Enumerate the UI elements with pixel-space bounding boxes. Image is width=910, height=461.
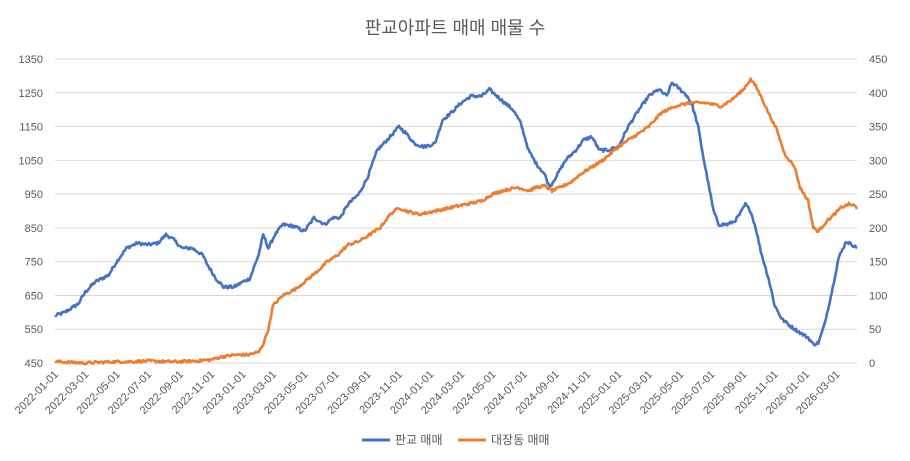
y-right-tick-label: 100 bbox=[869, 290, 887, 302]
y-right-tick-label: 250 bbox=[869, 189, 887, 201]
y-left-tick-label: 550 bbox=[25, 324, 43, 336]
y-left-tick-label: 750 bbox=[25, 257, 43, 269]
x-axis-ticks: 2022-01-012022-03-012022-05-012022-07-01… bbox=[13, 369, 843, 417]
y-right-tick-label: 50 bbox=[869, 324, 881, 336]
y-right-tick-label: 350 bbox=[869, 122, 887, 134]
y-left-tick-label: 850 bbox=[25, 223, 43, 235]
y-right-tick-label: 400 bbox=[869, 88, 887, 100]
y-left-tick-label: 1350 bbox=[19, 54, 43, 66]
y-left-tick-label: 1250 bbox=[19, 88, 43, 100]
legend-label-daejang: 대장동 매매 bbox=[491, 433, 550, 447]
y-left-tick-label: 1050 bbox=[19, 155, 43, 167]
y-right-tick-label: 0 bbox=[869, 358, 875, 370]
left-axis-ticks: 450 550 650 750 850 950 1050 1150 1250 1350 bbox=[19, 54, 43, 370]
y-left-tick-label: 950 bbox=[25, 189, 43, 201]
y-left-tick-label: 1150 bbox=[19, 122, 43, 134]
gridlines bbox=[55, 58, 857, 364]
series-line-pangyo bbox=[54, 81, 858, 347]
y-right-tick-label: 150 bbox=[869, 257, 887, 269]
y-right-tick-label: 300 bbox=[869, 155, 887, 167]
y-left-tick-label: 450 bbox=[25, 358, 43, 370]
series-line-daejang bbox=[54, 77, 859, 366]
chart-title: 판교아파트 매매 매물 수 bbox=[365, 18, 546, 38]
legend: 판교 매매 대장동 매매 bbox=[362, 433, 550, 447]
legend-label-pangyo: 판교 매매 bbox=[395, 433, 443, 447]
right-axis-ticks: 0 50 100 150 200 250 300 350 400 450 bbox=[869, 54, 887, 370]
y-right-tick-label: 200 bbox=[869, 223, 887, 235]
y-left-tick-label: 650 bbox=[25, 290, 43, 302]
y-right-tick-label: 450 bbox=[869, 54, 887, 66]
series-lines bbox=[54, 77, 859, 366]
